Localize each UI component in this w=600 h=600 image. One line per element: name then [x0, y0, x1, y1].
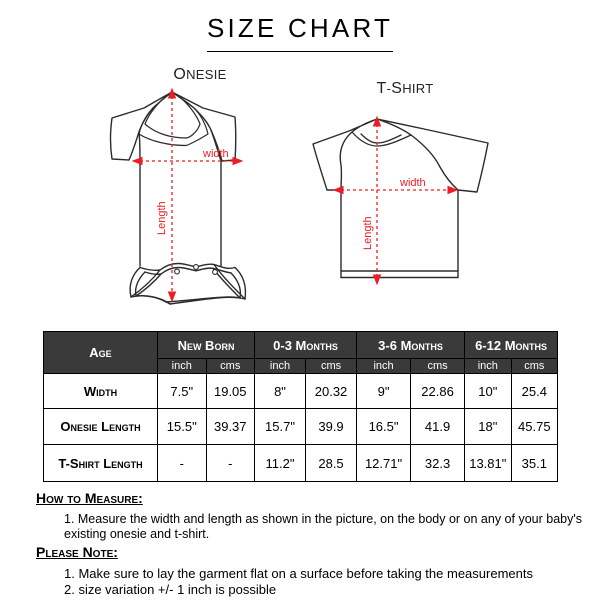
- svg-text:width: width: [399, 177, 426, 189]
- svg-text:Length: Length: [362, 216, 374, 250]
